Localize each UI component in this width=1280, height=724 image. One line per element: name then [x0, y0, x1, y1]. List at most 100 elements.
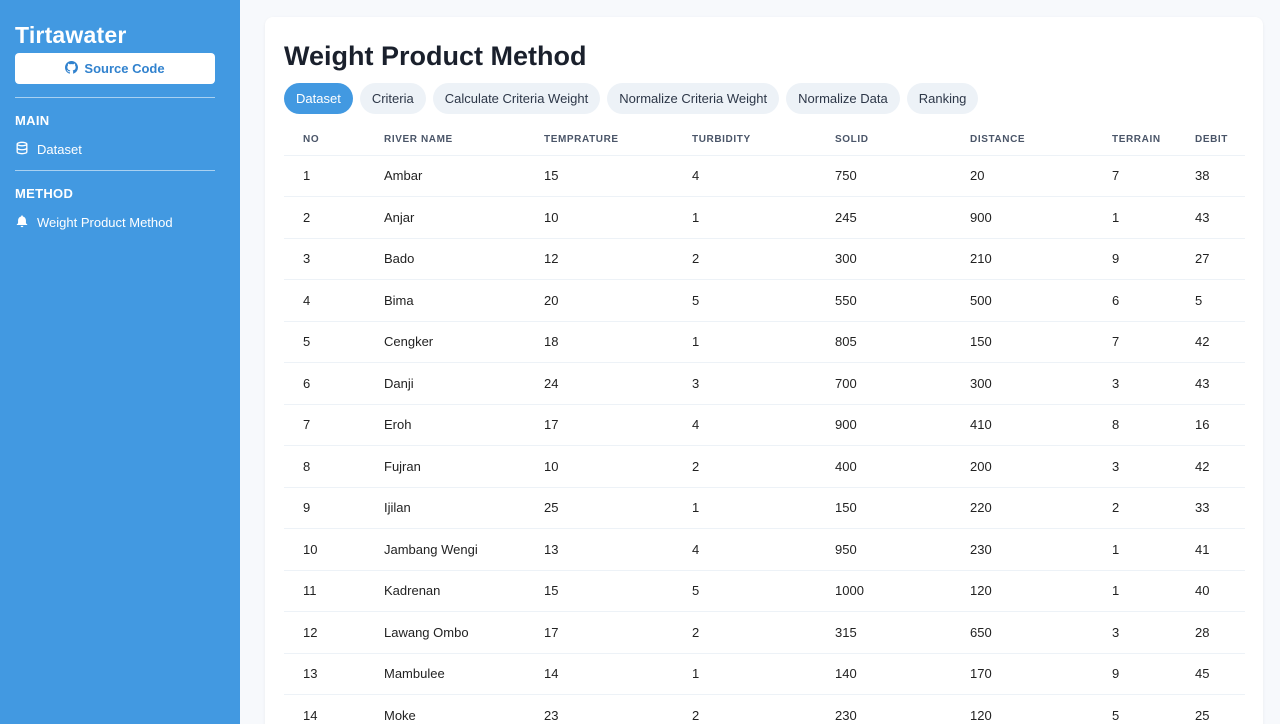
- column-header: TERRAIN: [1093, 124, 1176, 156]
- section-main: MAIN: [15, 113, 50, 128]
- table-cell: Fujran: [365, 445, 525, 488]
- table-cell: 42: [1176, 445, 1245, 488]
- table-cell: 16: [1176, 404, 1245, 446]
- table-cell: 5: [673, 570, 816, 612]
- tab-bar: Dataset Criteria Calculate Criteria Weig…: [284, 83, 1245, 114]
- table-cell: 200: [951, 445, 1093, 488]
- table-row[interactable]: 6 Danji 24 3 700 300 3 43: [284, 362, 1245, 405]
- table-cell: 4: [673, 528, 816, 571]
- table-cell: 805: [816, 321, 951, 363]
- table-cell: 8: [1093, 404, 1176, 446]
- table-cell: 2: [1093, 487, 1176, 529]
- table-cell: 7: [1093, 321, 1176, 363]
- tab-dataset[interactable]: Dataset: [284, 83, 353, 114]
- table-row[interactable]: 7 Eroh 17 4 900 410 8 16: [284, 404, 1245, 446]
- table-cell: 550: [816, 279, 951, 322]
- table-row[interactable]: 3 Bado 12 2 300 210 9 27: [284, 238, 1245, 280]
- table-cell: 8: [284, 445, 365, 488]
- table-cell: 13: [525, 528, 673, 571]
- table-header-row: NO RIVER NAME TEMPRATURE TURBIDITY SOLID DIST…: [284, 124, 1245, 156]
- table-cell: 13: [284, 653, 365, 695]
- table-cell: Cengker: [365, 321, 525, 363]
- table-cell: 2: [673, 445, 816, 488]
- table-cell: 5: [673, 279, 816, 322]
- table-cell: Anjar: [365, 196, 525, 239]
- table-row[interactable]: 10 Jambang Wengi 13 4 950 230 1 41: [284, 528, 1245, 571]
- table-cell: 500: [951, 279, 1093, 322]
- table-cell: 2: [673, 694, 816, 724]
- source-code-button[interactable]: Source Code: [15, 53, 215, 84]
- table-cell: 11: [284, 570, 365, 612]
- table-cell: 9: [1093, 653, 1176, 695]
- sidebar-item-dataset[interactable]: Dataset: [15, 141, 225, 157]
- table-cell: 3: [1093, 611, 1176, 654]
- table-cell: 25: [1176, 694, 1245, 724]
- table-row[interactable]: 4 Bima 20 5 550 500 6 5: [284, 279, 1245, 322]
- tab-normalize-data[interactable]: Normalize Data: [786, 83, 900, 114]
- table-row[interactable]: 1 Ambar 15 4 750 20 7 38: [284, 155, 1245, 197]
- sidebar-divider: [15, 170, 215, 171]
- table-row[interactable]: 13 Mambulee 14 1 140 170 9 45: [284, 653, 1245, 695]
- column-header: RIVER NAME: [365, 124, 525, 156]
- tab-calculate-criteria-weight[interactable]: Calculate Criteria Weight: [432, 83, 601, 114]
- table-cell: 1: [673, 196, 816, 239]
- content-card: Weight Product Method Dataset Criteria C…: [265, 17, 1263, 724]
- table-cell: 750: [816, 155, 951, 197]
- table-cell: 3: [673, 362, 816, 405]
- table-cell: 9: [284, 487, 365, 529]
- table-cell: 1: [284, 155, 365, 197]
- table-row[interactable]: 14 Moke 23 2 230 120 5 25: [284, 694, 1245, 724]
- column-header: NO: [284, 124, 365, 156]
- table-cell: 7: [284, 404, 365, 446]
- table-cell: 3: [284, 238, 365, 280]
- table-cell: 41: [1176, 528, 1245, 571]
- table-cell: 45: [1176, 653, 1245, 695]
- table-cell: 17: [525, 611, 673, 654]
- table-cell: 900: [816, 404, 951, 446]
- table-cell: 950: [816, 528, 951, 571]
- table-cell: 5: [1176, 279, 1245, 322]
- table-row[interactable]: 5 Cengker 18 1 805 150 7 42: [284, 321, 1245, 363]
- table-cell: 33: [1176, 487, 1245, 529]
- tab-criteria[interactable]: Criteria: [359, 83, 426, 114]
- table-cell: Kadrenan: [365, 570, 525, 612]
- table-cell: 2: [673, 611, 816, 654]
- table-cell: 1: [1093, 196, 1176, 239]
- table-cell: 300: [951, 362, 1093, 405]
- column-header: SOLID: [816, 124, 951, 156]
- table-cell: 5: [1093, 694, 1176, 724]
- table-row[interactable]: 9 Ijilan 25 1 150 220 2 33: [284, 487, 1245, 529]
- table-cell: 230: [816, 694, 951, 724]
- table-cell: 300: [816, 238, 951, 280]
- tab-ranking[interactable]: Ranking: [906, 83, 979, 114]
- table-cell: 6: [1093, 279, 1176, 322]
- table-row[interactable]: 12 Lawang Ombo 17 2 315 650 3 28: [284, 611, 1245, 654]
- table-cell: 7: [1093, 155, 1176, 197]
- table-row[interactable]: 8 Fujran 10 2 400 200 3 42: [284, 445, 1245, 488]
- table-cell: 150: [816, 487, 951, 529]
- table-cell: 140: [816, 653, 951, 695]
- table-cell: 10: [525, 445, 673, 488]
- table-cell: 20: [525, 279, 673, 322]
- sidebar-item-weight-product-method[interactable]: Weight Product Method: [15, 214, 225, 230]
- table-cell: Eroh: [365, 404, 525, 446]
- table-cell: 15: [525, 570, 673, 612]
- sidebar: Tirtawater Source Code MAIN Dataset METH…: [0, 0, 240, 724]
- table-cell: Jambang Wengi: [365, 528, 525, 571]
- table-cell: Danji: [365, 362, 525, 405]
- table-cell: 5: [284, 321, 365, 363]
- tab-normalize-criteria-weight[interactable]: Normalize Criteria Weight: [607, 83, 780, 114]
- table-cell: Ambar: [365, 155, 525, 197]
- table-row[interactable]: 11 Kadrenan 15 5 1000 120 1 40: [284, 570, 1245, 612]
- table-cell: 28: [1176, 611, 1245, 654]
- source-code-label: Source Code: [84, 61, 165, 76]
- table-cell: 23: [525, 694, 673, 724]
- table-cell: 230: [951, 528, 1093, 571]
- table-cell: 900: [951, 196, 1093, 239]
- table-row[interactable]: 2 Anjar 10 1 245 900 1 43: [284, 196, 1245, 239]
- table-cell: 25: [525, 487, 673, 529]
- table-cell: 4: [673, 155, 816, 197]
- table-cell: Bima: [365, 279, 525, 322]
- table-cell: 410: [951, 404, 1093, 446]
- table-cell: 17: [525, 404, 673, 446]
